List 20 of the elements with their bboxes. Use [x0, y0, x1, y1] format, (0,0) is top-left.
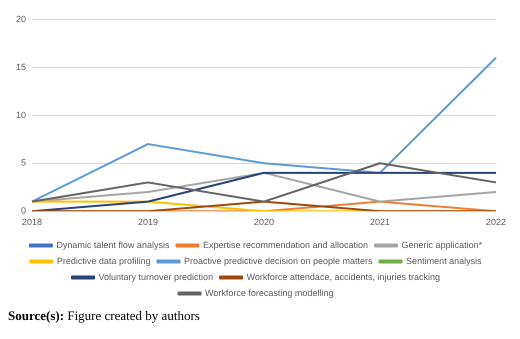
- legend-label: Sentiment analysis: [406, 256, 482, 266]
- source-note: Source(s): Figure created by authors: [8, 308, 201, 324]
- x-tick-label: 2022: [486, 217, 506, 228]
- legend-label: Workforce attendace, accidents, injuries tracking: [246, 272, 440, 282]
- legend-label: Voluntary turnover prediction: [98, 272, 214, 282]
- x-tick-label: 2021: [370, 217, 390, 228]
- legend-label: Workforce forecasting modelling: [205, 288, 334, 298]
- legend-label: Generic application*: [402, 240, 483, 250]
- legend-label: Expertise recommendation and allocation: [202, 240, 368, 250]
- y-tick-label: 5: [20, 158, 26, 168]
- y-tick-label: 20: [16, 14, 26, 24]
- legend-label: Predictive data profiling: [56, 256, 150, 266]
- x-tick-label: 2019: [138, 217, 158, 228]
- legend-label: Dynamic talent flow analysis: [56, 240, 170, 250]
- y-tick-label: 10: [16, 110, 26, 120]
- legend-label: Proactive predictive decision on people matters: [184, 256, 374, 266]
- x-tick-label: 2020: [254, 217, 274, 228]
- y-tick-label: 15: [16, 62, 26, 72]
- x-tick-label: 2018: [22, 217, 42, 228]
- y-tick-label: 0: [20, 206, 26, 216]
